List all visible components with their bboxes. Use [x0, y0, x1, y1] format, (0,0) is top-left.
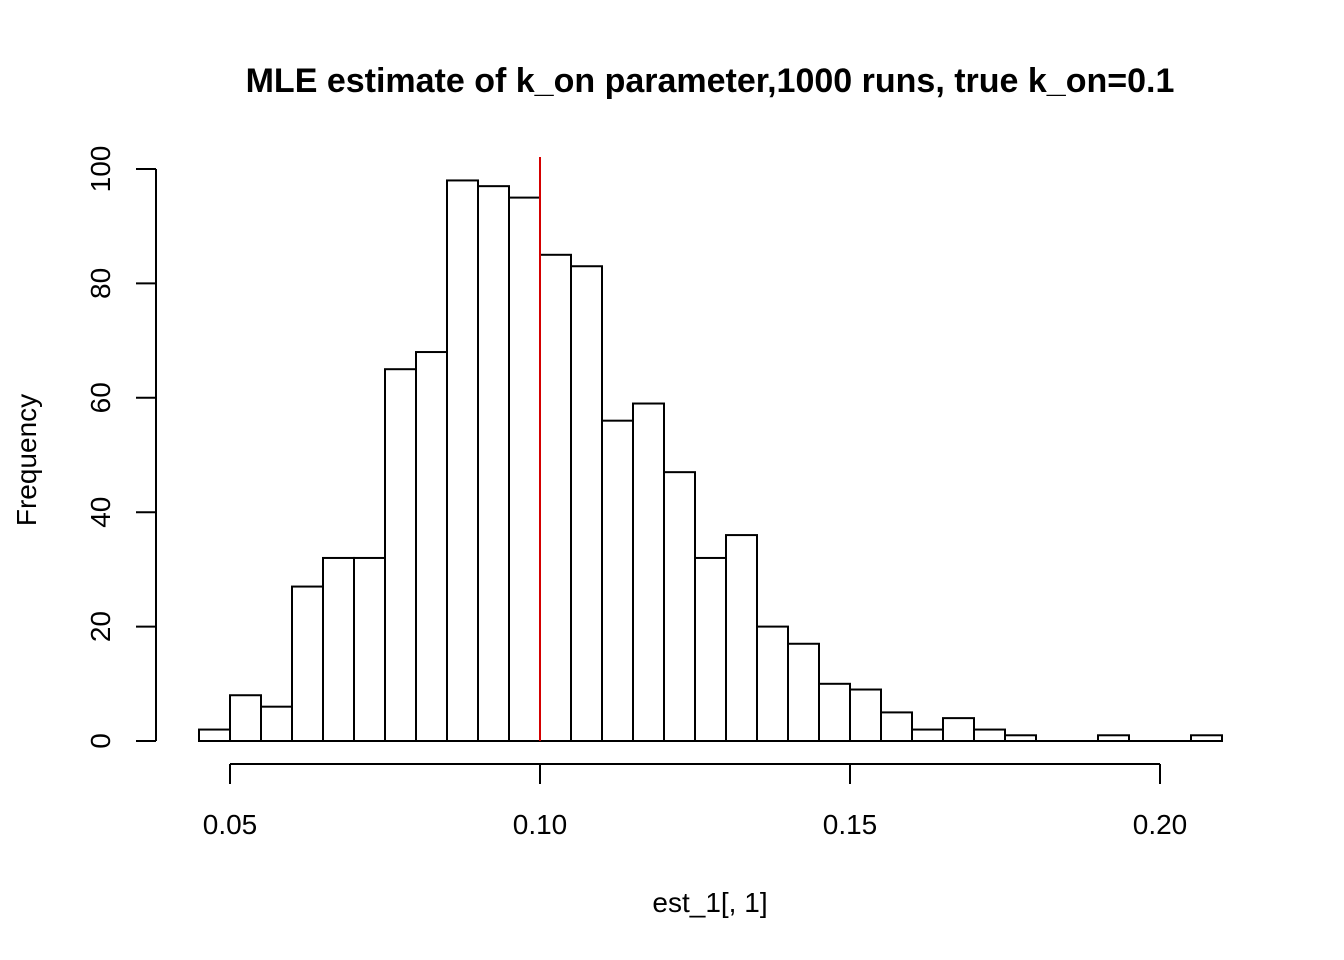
- histogram-bar: [570, 265, 603, 742]
- y-tick-label: 80: [85, 268, 116, 299]
- y-tick-label: 100: [85, 146, 116, 193]
- x-tick-label: 0.05: [203, 809, 258, 840]
- histogram-bar: [756, 625, 789, 742]
- histogram-bar: [539, 253, 572, 743]
- histogram-bar: [198, 728, 231, 742]
- x-tick-label: 0.10: [513, 809, 568, 840]
- histogram-bar: [632, 402, 665, 742]
- histogram-bar: [1190, 734, 1223, 743]
- histogram-bar: [942, 717, 975, 742]
- histogram-bar: [663, 471, 696, 742]
- histogram-bar: [1097, 734, 1130, 743]
- histogram-bar: [694, 556, 727, 743]
- histogram-bar: [384, 368, 417, 742]
- histogram-bar: [322, 556, 355, 743]
- histogram-bar: [973, 728, 1006, 742]
- x-tick-label: 0.15: [823, 809, 878, 840]
- y-tick-label: 20: [85, 611, 116, 642]
- histogram-bar: [415, 351, 448, 742]
- histogram-bar: [787, 642, 820, 743]
- histogram-bar: [1004, 734, 1037, 743]
- histogram-bar: [260, 705, 293, 742]
- histogram-bar: [508, 196, 541, 743]
- histogram-bars: [198, 179, 1223, 743]
- histogram-bar: [601, 419, 634, 742]
- histogram-bar: [911, 728, 944, 742]
- histogram-bar: [229, 694, 262, 742]
- histogram-bar: [353, 556, 386, 743]
- histogram-bar: [818, 682, 851, 742]
- histogram-bar: [849, 688, 882, 743]
- x-tick-label: 0.20: [1133, 809, 1188, 840]
- histogram-bar: [291, 585, 324, 742]
- histogram-bar: [446, 179, 479, 742]
- histogram-bar: [477, 185, 510, 743]
- chart-title: MLE estimate of k_on parameter,1000 runs…: [246, 62, 1175, 100]
- y-axis-label: Frequency: [11, 394, 42, 526]
- x-axis-label: est_1[, 1]: [652, 887, 767, 918]
- x-axis: 0.05 0.10 0.15 0.20: [203, 763, 1188, 840]
- y-tick-label: 40: [85, 497, 116, 528]
- histogram-bar: [880, 711, 913, 743]
- y-axis: 0 20 40 60 80 100: [85, 146, 157, 749]
- histogram-bar: [725, 534, 758, 743]
- y-tick-label: 0: [85, 733, 116, 749]
- y-tick-label: 60: [85, 382, 116, 413]
